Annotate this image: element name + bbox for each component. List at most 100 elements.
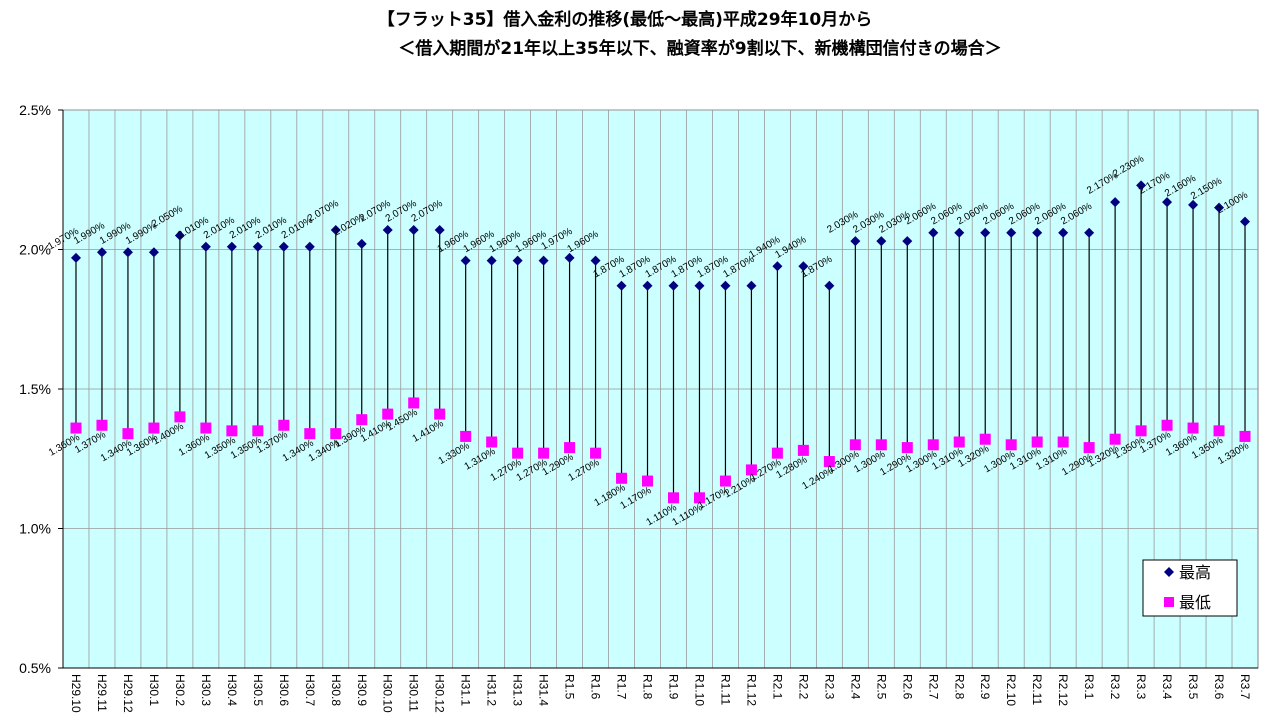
min-point: [1239, 430, 1251, 442]
max-point: [434, 224, 445, 235]
max-point: [200, 241, 211, 252]
x-tick-label: H30.10: [381, 674, 395, 713]
chart-subtitle: ＜借入期間が21年以上35年以下、融資率が9割以下、新機構団信付きの場合＞: [398, 38, 1001, 59]
min-point: [538, 447, 550, 459]
min-point: [278, 419, 290, 431]
max-point: [356, 238, 367, 249]
min-point: [486, 436, 498, 448]
x-tick-label: R3.6: [1212, 674, 1226, 700]
min-point: [979, 433, 991, 445]
max-point: [902, 236, 913, 247]
min-point: [901, 442, 913, 454]
min-point: [771, 447, 783, 459]
min-point: [122, 428, 134, 440]
x-tick-label: R3.3: [1134, 674, 1148, 700]
x-tick-label: H31.3: [511, 674, 525, 706]
max-point: [850, 236, 861, 247]
x-tick-label: R2.7: [926, 674, 940, 700]
x-tick-label: R2.12: [1056, 674, 1070, 706]
max-point: [330, 224, 341, 235]
min-point: [304, 428, 316, 440]
min-point: [590, 447, 602, 459]
y-tick-label: 2.0%: [19, 242, 51, 258]
min-point: [823, 456, 835, 468]
x-tick-label: H30.2: [173, 674, 187, 706]
x-tick-label: R3.5: [1186, 674, 1200, 700]
min-point: [745, 464, 757, 476]
max-point: [590, 255, 601, 266]
x-tick-label: H30.9: [355, 674, 369, 706]
min-point: [927, 439, 939, 451]
max-point: [1058, 227, 1069, 238]
legend-label-max: 最高: [1179, 563, 1211, 582]
x-tick-label: R1.11: [718, 674, 732, 705]
x-tick-label: R1.9: [666, 674, 680, 700]
max-point: [96, 247, 107, 258]
y-axis: 0.5% 1.0% 1.5% 2.0% 2.5%: [19, 102, 64, 676]
min-point: [564, 442, 576, 454]
min-point: [512, 447, 524, 459]
y-tick-label: 1.0%: [19, 521, 51, 537]
x-tick-label: H30.5: [251, 674, 265, 706]
max-point: [798, 261, 809, 272]
legend-label-min: 最低: [1179, 593, 1211, 612]
x-tick-label: R3.2: [1108, 674, 1122, 700]
min-point: [460, 430, 472, 442]
x-tick-label: H29.10: [69, 674, 83, 713]
max-point: [1084, 227, 1095, 238]
max-point: [1136, 180, 1147, 191]
max-point: [954, 227, 965, 238]
x-axis: H29.10 H29.11 H29.12 H30.1 H30.2 H30.3 H30.4 H3…: [63, 667, 1258, 713]
x-tick-label: H30.4: [225, 674, 239, 706]
min-point: [1213, 425, 1225, 437]
min-point: [226, 425, 238, 437]
min-point: [1031, 436, 1043, 448]
max-point: [70, 252, 81, 263]
x-tick-label: R1.8: [641, 674, 655, 700]
data-marks: [70, 180, 1251, 504]
min-point: [719, 475, 731, 487]
min-point: [382, 408, 394, 420]
max-point: [1214, 202, 1225, 213]
x-tick-label: R2.10: [1004, 674, 1018, 706]
x-tick-label: H29.11: [95, 674, 109, 712]
max-point: [304, 241, 315, 252]
min-point: [1109, 433, 1121, 445]
min-point: [797, 444, 809, 456]
max-point: [1188, 199, 1199, 210]
min-point: [693, 492, 705, 504]
legend: 最高 最低: [1142, 559, 1238, 617]
max-point: [824, 280, 835, 291]
max-point: [174, 230, 185, 241]
x-tick-label: R1.10: [692, 674, 706, 706]
gridlines: [63, 109, 1258, 669]
max-point: [1162, 197, 1173, 208]
max-point: [512, 255, 523, 266]
max-point: [642, 280, 653, 291]
max-point: [252, 241, 263, 252]
min-point: [953, 436, 965, 448]
max-point: [876, 236, 887, 247]
x-tick-label: R2.5: [874, 674, 888, 700]
min-point: [1005, 439, 1017, 451]
max-point: [772, 261, 783, 272]
min-point: [642, 475, 654, 487]
min-point: [148, 422, 160, 434]
x-tick-label: H31.1: [459, 674, 473, 706]
legend-box: [1142, 559, 1238, 617]
x-tick-label: R1.6: [589, 674, 603, 700]
x-tick-label: R2.6: [900, 674, 914, 700]
max-point: [694, 280, 705, 291]
max-point: [1240, 216, 1251, 227]
x-tick-label: H30.11: [407, 674, 421, 712]
x-tick-label: H29.12: [121, 674, 135, 713]
x-tick-label: R1.7: [615, 674, 629, 700]
chart-title: 【フラット35】借入金利の推移(最低～最高)平成29年10月から: [378, 9, 873, 30]
x-tick-label: R2.1: [770, 674, 784, 700]
x-tick-label: R2.11: [1030, 674, 1044, 705]
max-point: [564, 252, 575, 263]
x-tick-label: H31.2: [485, 674, 499, 706]
min-point: [875, 439, 887, 451]
y-tick-label: 1.5%: [19, 381, 51, 397]
